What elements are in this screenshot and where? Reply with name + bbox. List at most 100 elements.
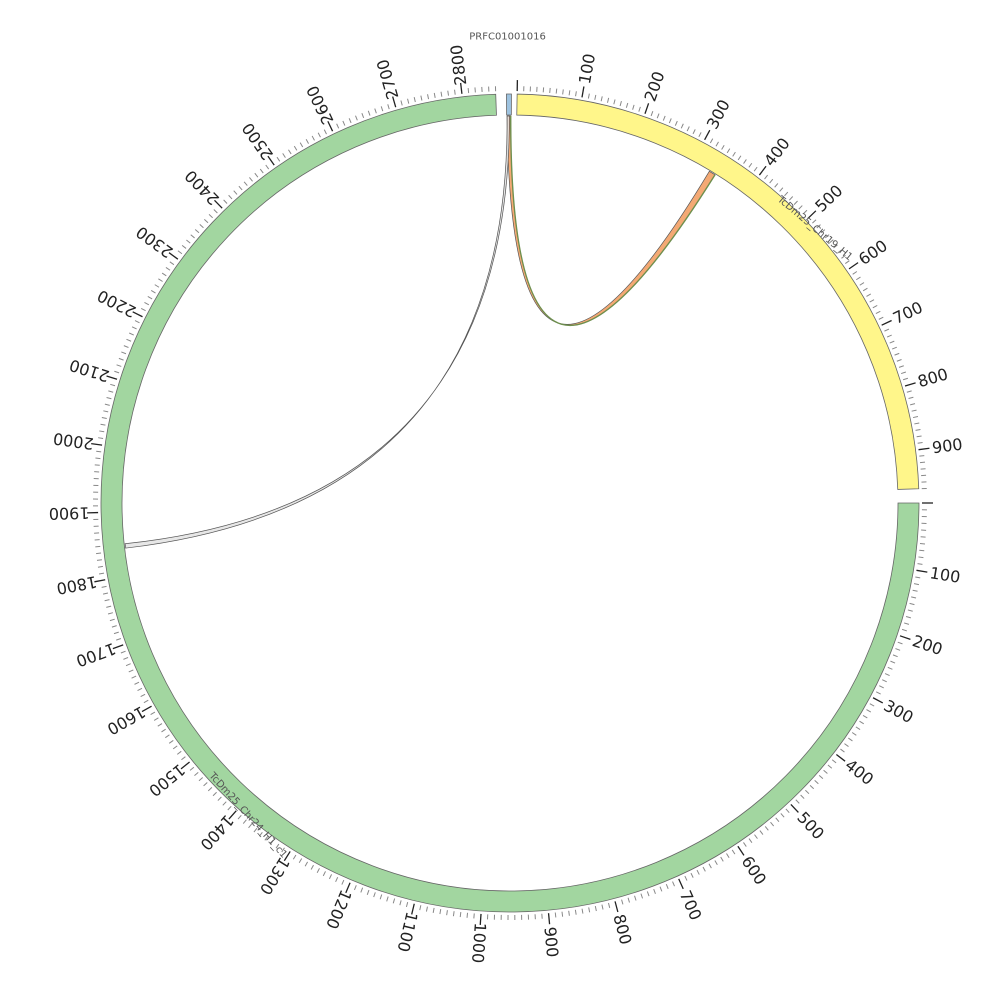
minor-tick — [737, 155, 742, 161]
major-tick — [411, 903, 415, 915]
minor-tick — [459, 911, 462, 918]
minor-tick — [668, 118, 672, 124]
minor-tick — [186, 239, 191, 244]
tick-label: 800 — [915, 364, 950, 391]
minor-tick — [228, 194, 233, 200]
minor-tick — [785, 808, 790, 814]
minor-tick — [869, 299, 875, 303]
minor-tick — [440, 91, 443, 97]
minor-tick — [690, 872, 694, 878]
tick-label: 100 — [575, 52, 599, 85]
major-tick — [899, 635, 911, 640]
major-tick — [180, 761, 190, 770]
minor-tick — [106, 397, 112, 400]
minor-tick — [322, 871, 326, 877]
minor-tick — [892, 654, 898, 658]
minor-tick — [638, 106, 641, 112]
minor-tick — [831, 759, 837, 764]
minor-tick — [809, 784, 815, 790]
tick-label: 1400 — [196, 811, 237, 854]
tick-label: 900 — [931, 435, 964, 458]
minor-tick — [715, 141, 719, 147]
minor-tick — [140, 307, 146, 312]
tick-label: 2000 — [52, 429, 95, 454]
minor-tick — [833, 244, 838, 249]
minor-tick — [373, 892, 376, 898]
minor-tick — [862, 287, 868, 292]
minor-tick — [859, 720, 865, 725]
minor-tick — [588, 907, 591, 913]
minor-tick — [708, 863, 712, 869]
minor-tick — [770, 821, 775, 827]
tick-label: 100 — [928, 563, 961, 587]
tick-label: 2400 — [181, 166, 223, 208]
minor-tick — [305, 138, 309, 144]
minor-tick — [869, 703, 875, 707]
minor-tick — [743, 842, 747, 847]
major-tick — [345, 882, 351, 894]
minor-tick — [427, 94, 430, 100]
minor-tick — [793, 200, 798, 205]
minor-tick — [128, 669, 134, 673]
minor-tick — [116, 638, 122, 641]
minor-tick — [875, 310, 881, 315]
minor-tick — [237, 814, 242, 820]
minor-tick — [433, 92, 436, 98]
minor-tick — [918, 556, 924, 559]
minor-tick — [600, 96, 603, 102]
minor-tick — [355, 115, 358, 121]
minor-tick — [123, 345, 129, 348]
minor-tick — [906, 390, 912, 393]
chromosome-label-PRFC01001016: PRFC01001016 — [469, 32, 546, 43]
minor-tick — [158, 278, 163, 282]
minor-tick — [439, 909, 442, 915]
minor-tick — [709, 138, 714, 144]
minor-tick — [721, 144, 725, 150]
major-tick — [106, 375, 118, 380]
minor-tick — [118, 357, 124, 361]
minor-tick — [662, 115, 666, 121]
major-tick — [872, 697, 884, 704]
major-tick — [479, 913, 482, 925]
minor-tick — [143, 699, 149, 704]
minor-tick — [204, 218, 209, 224]
minor-tick — [907, 609, 913, 612]
tick-label: 1800 — [55, 572, 99, 598]
minor-tick — [100, 423, 106, 426]
minor-tick — [555, 88, 558, 94]
minor-tick — [169, 261, 175, 266]
tick-label: 1900 — [49, 503, 90, 523]
minor-tick — [97, 565, 103, 568]
minor-tick — [323, 129, 327, 135]
minor-tick — [875, 691, 881, 695]
tick-label: 200 — [641, 69, 669, 104]
minor-tick — [775, 817, 780, 823]
minor-tick — [748, 838, 753, 843]
minor-tick — [919, 455, 925, 457]
minor-tick — [121, 351, 127, 355]
tick-label: 500 — [793, 808, 828, 843]
minor-tick — [281, 847, 285, 853]
minor-tick — [634, 895, 637, 901]
minor-tick — [154, 284, 160, 288]
minor-tick — [909, 602, 915, 606]
major-tick — [704, 129, 711, 141]
minor-tick — [852, 271, 858, 275]
minor-tick — [827, 764, 833, 769]
minor-tick — [581, 908, 584, 914]
minor-tick — [780, 813, 785, 818]
minor-tick — [714, 860, 718, 866]
minor-tick — [190, 234, 195, 239]
minor-tick — [800, 794, 805, 799]
minor-tick — [820, 229, 826, 234]
minor-tick — [116, 364, 122, 367]
minor-tick — [650, 111, 654, 117]
minor-tick — [157, 723, 163, 727]
major-tick — [918, 447, 930, 451]
minor-tick — [101, 585, 107, 588]
minor-tick — [890, 660, 896, 664]
minor-tick — [223, 199, 228, 204]
tick-label: 1600 — [104, 702, 149, 739]
minor-tick — [844, 260, 850, 264]
